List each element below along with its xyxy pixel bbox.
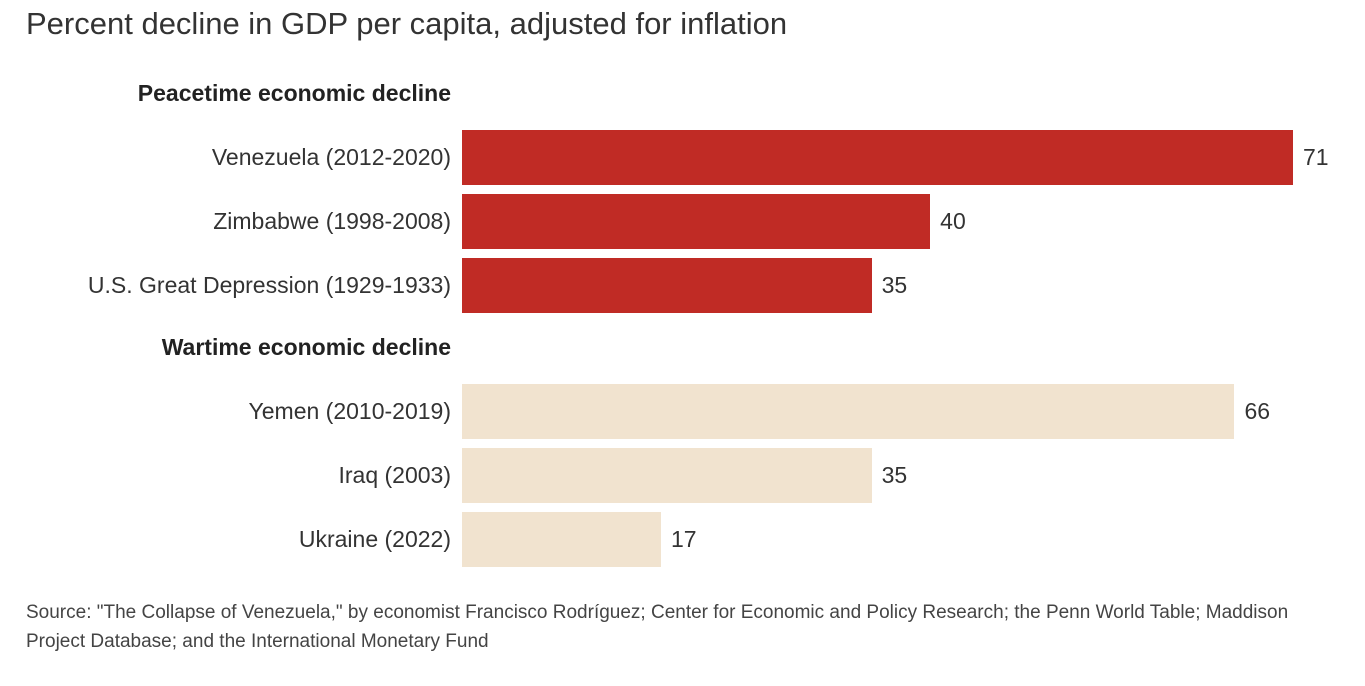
source-note: Source: "The Collapse of Venezuela," by …: [26, 602, 1289, 652]
value-label: 35: [881, 272, 908, 298]
value-label: 40: [940, 208, 966, 234]
value-label: 71: [1303, 144, 1329, 170]
bar: [462, 258, 872, 313]
bar: [462, 130, 1293, 185]
group-title: Wartime economic decline: [161, 334, 451, 360]
category-label: Venezuela (2012-2020): [211, 144, 451, 170]
bar: [462, 194, 931, 249]
bar: [462, 448, 872, 503]
bar: [462, 384, 1235, 439]
value-label: 66: [1244, 398, 1271, 424]
category-label: U.S. Great Depression (1929-1933): [87, 272, 451, 298]
category-label: Zimbabwe (1998-2008): [213, 208, 451, 234]
category-label: Ukraine (2022): [298, 526, 451, 552]
value-label: 17: [670, 526, 697, 552]
bar: [462, 512, 661, 567]
group-title: Peacetime economic decline: [137, 80, 451, 106]
category-label: Iraq (2003): [338, 462, 451, 488]
value-label: 35: [881, 462, 908, 488]
chart-title: Percent decline in GDP per capita, adjus…: [26, 6, 788, 41]
category-label: Yemen (2010-2019): [248, 398, 451, 424]
